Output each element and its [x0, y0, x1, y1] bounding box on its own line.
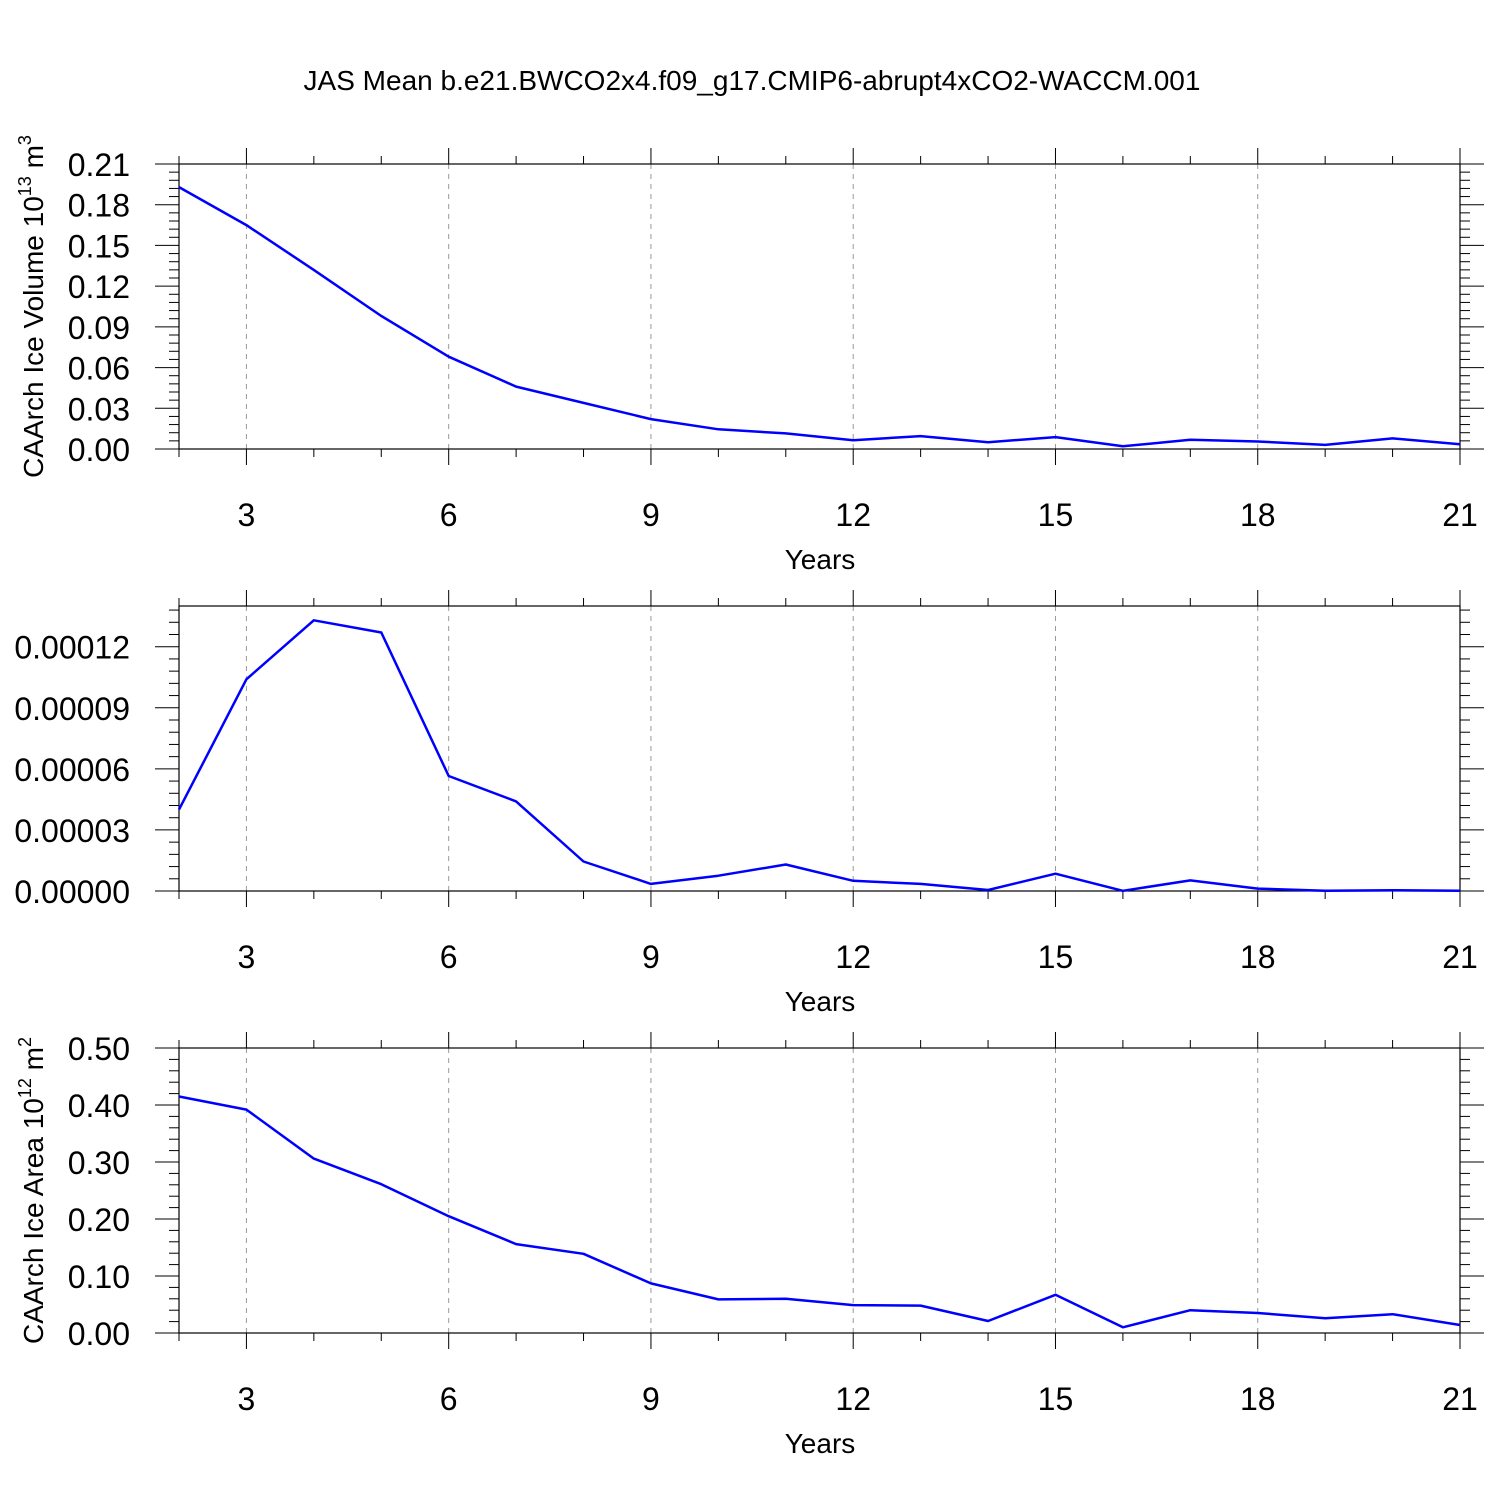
x-tick-label: 18: [1240, 1381, 1276, 1417]
plot-frame: [178, 163, 1461, 450]
chart-title: JAS Mean b.e21.BWCO2x4.f09_g17.CMIP6-abr…: [304, 65, 1201, 96]
x-tick-label: 3: [238, 497, 256, 533]
y-tick-label: 0.00000: [14, 874, 130, 910]
x-axis-label: Years: [785, 544, 856, 575]
y-tick-label: 0.15: [68, 228, 130, 264]
x-tick-label: 21: [1442, 939, 1478, 975]
y-tick-label: 0.20: [68, 1202, 130, 1238]
series-line-2: [177, 619, 1461, 893]
x-axis-label: Years: [785, 1428, 856, 1459]
y-axis-label: CAArch Ice Area 1012 m2: [15, 1037, 49, 1344]
panel-1: 3 6 9 12 15 18 21 Years 0.00 0.03 0.06 0.09 0.12 0.15…: [15, 135, 1484, 575]
y-tick-label: 0.21: [68, 147, 130, 183]
series-line-3: [178, 1095, 1461, 1329]
y-tick-label: 0.00: [68, 1316, 130, 1352]
x-tick-label: 6: [440, 1381, 458, 1417]
plot-frame: [178, 1047, 1461, 1334]
x-tick-label: 9: [642, 1381, 660, 1417]
y-tick-label: 0.00003: [14, 813, 130, 849]
x-tick-label: 3: [238, 1381, 256, 1417]
y-tick-label: 0.00012: [14, 630, 130, 666]
x-tick-label: 15: [1038, 1381, 1074, 1417]
y-tick-label: 0.09: [68, 310, 130, 346]
x-tick-label: 21: [1442, 497, 1478, 533]
panel-2: 3 6 9 12 15 18 21 Years 0.00000 0.00003 0.00006 0.0…: [14, 590, 1484, 1017]
x-tick-label: 18: [1240, 939, 1276, 975]
y-tick-label: 0.30: [68, 1145, 130, 1181]
x-tick-label: 6: [440, 939, 458, 975]
y-tick-label: 0.00: [68, 432, 130, 468]
x-tick-label: 15: [1038, 497, 1074, 533]
x-tick-label: 12: [835, 1381, 871, 1417]
y-tick-label: 0.10: [68, 1259, 130, 1295]
x-tick-label: 18: [1240, 497, 1276, 533]
y-tick-label: 0.06: [68, 351, 130, 387]
x-axis-label: Years: [785, 986, 856, 1017]
y-tick-label: 0.00009: [14, 691, 130, 727]
y-tick-label: 0.03: [68, 391, 130, 427]
y-tick-label: 0.50: [68, 1031, 130, 1067]
series-line-1: [178, 186, 1461, 448]
y-tick-label: 0.12: [68, 269, 130, 305]
y-tick-label: 0.40: [68, 1088, 130, 1124]
x-tick-label: 12: [835, 939, 871, 975]
y-axis-label: CAArch Ice Volume 1013 m3: [15, 135, 49, 478]
y-tick-label: 0.00006: [14, 752, 130, 788]
x-tick-label: 12: [835, 497, 871, 533]
x-tick-label: 3: [238, 939, 256, 975]
x-tick-label: 15: [1038, 939, 1074, 975]
x-tick-label: 9: [642, 497, 660, 533]
x-tick-label: 6: [440, 497, 458, 533]
panel-3: 3 6 9 12 15 18 21 Years 0.00 0.10 0.20 0.30 0.40 0.50…: [15, 1031, 1484, 1459]
x-tick-label: 21: [1442, 1381, 1478, 1417]
x-tick-label: 9: [642, 939, 660, 975]
y-tick-label: 0.18: [68, 188, 130, 224]
plot-frame: [178, 605, 1461, 892]
